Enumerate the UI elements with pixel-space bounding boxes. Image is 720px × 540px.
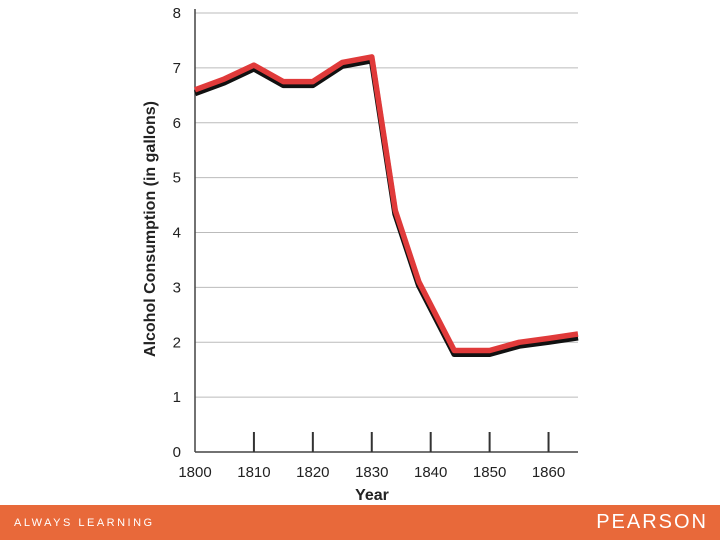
series-lines [193, 54, 579, 357]
y-tick-label-1: 1 [173, 389, 181, 406]
y-tick-label-2: 2 [173, 334, 181, 351]
x-tick-labels: 1800 1810 1820 1830 1840 1850 1860 [178, 464, 565, 481]
y-tick-label-3: 3 [173, 279, 181, 296]
x-tick-label-1840: 1840 [414, 464, 447, 481]
y-tick-label-7: 7 [173, 60, 181, 77]
pearson-logo: PEARSON [596, 511, 708, 533]
footer-tagline: ALWAYS LEARNING [14, 516, 155, 529]
footer-bar: ALWAYS LEARNING PEARSON [0, 505, 720, 540]
x-axis-title: Year [355, 487, 389, 504]
y-tick-labels: 0 1 2 3 4 5 6 7 8 [173, 5, 181, 461]
y-tick-label-6: 6 [173, 115, 181, 132]
x-tick-label-1810: 1810 [237, 464, 270, 481]
x-tick-label-1830: 1830 [355, 464, 388, 481]
x-tick-label-1800: 1800 [178, 464, 211, 481]
x-tick-label-1860: 1860 [532, 464, 565, 481]
gridlines [194, 9, 578, 453]
y-tick-label-4: 4 [173, 225, 181, 242]
x-tick-label-1820: 1820 [296, 464, 329, 481]
y-tick-label-5: 5 [173, 170, 181, 187]
line-chart: 0 1 2 3 4 5 6 7 8 1800 1810 1820 1830 1840 1850 1860 Y… [142, 5, 579, 504]
x-tick-marks [252, 432, 550, 452]
series-0-shadow [193, 57, 579, 357]
y-tick-label-8: 8 [173, 5, 181, 22]
y-axis-title: Alcohol Consumption (in gallons) [142, 101, 159, 357]
y-tick-label-0: 0 [173, 444, 181, 461]
x-tick-label-1850: 1850 [473, 464, 506, 481]
series-0-line [194, 54, 579, 354]
